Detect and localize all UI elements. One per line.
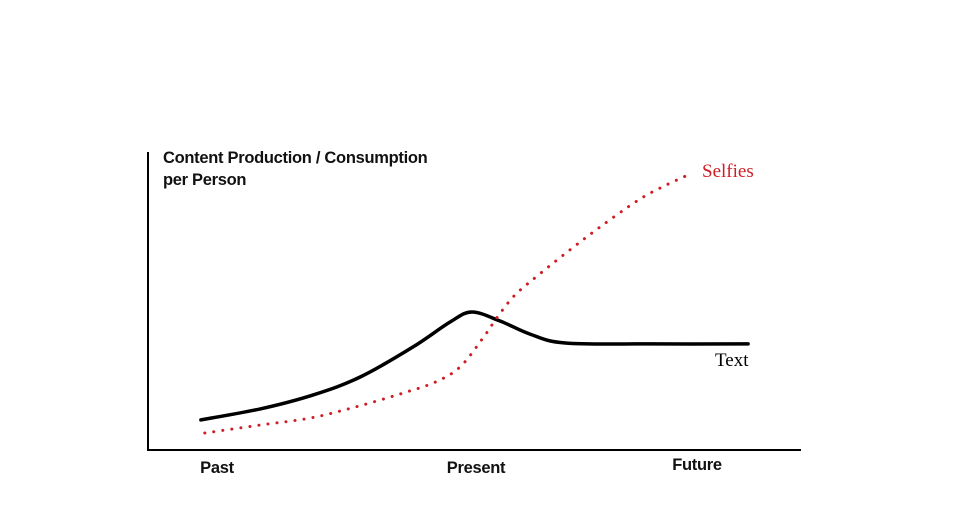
x-tick-future: Future <box>672 456 722 474</box>
text-series-line <box>199 310 750 422</box>
selfies-series-label: Selfies <box>702 161 754 182</box>
selfies-series-line <box>203 173 690 435</box>
text-series-label: Text <box>715 350 749 371</box>
chart-title-line1: Content Production / Consumption <box>163 149 428 167</box>
x-tick-present: Present <box>446 459 506 477</box>
x-tick-past: Past <box>200 459 234 477</box>
chart-title: Content Production / Consumption per Per… <box>163 147 428 191</box>
chart-title-line2: per Person <box>163 171 247 189</box>
